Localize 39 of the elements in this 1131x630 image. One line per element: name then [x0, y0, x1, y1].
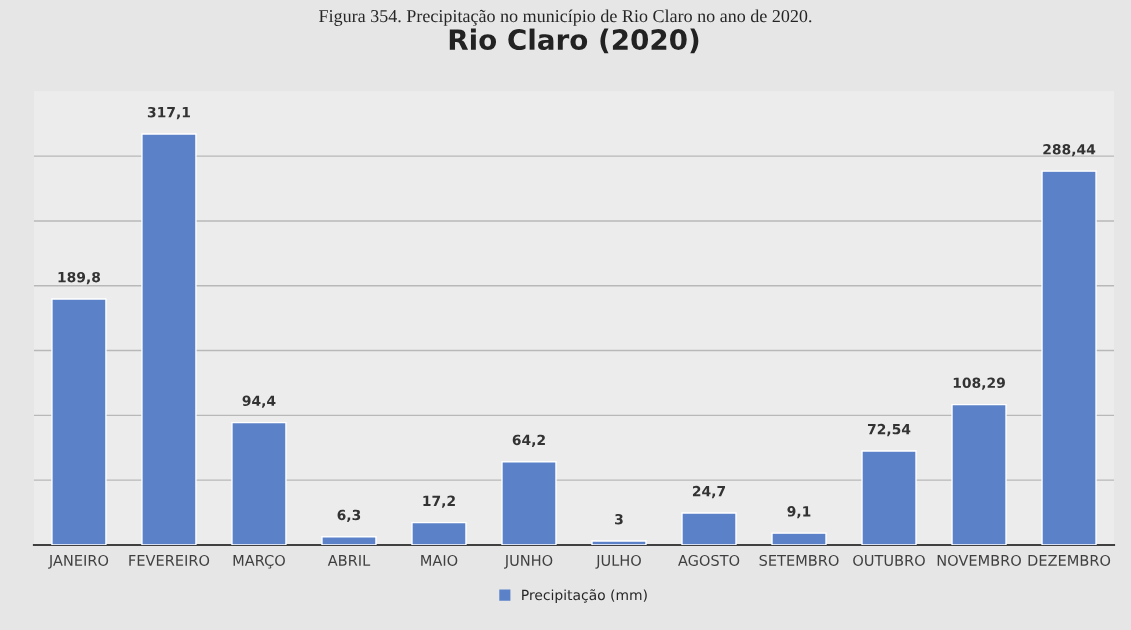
data-label: 108,29 [953, 377, 1005, 390]
x-tick-label: MARÇO [233, 554, 285, 569]
data-label: 317,1 [147, 106, 190, 120]
data-label: 64,2 [512, 434, 545, 447]
bar [681, 512, 737, 545]
bar [951, 403, 1007, 545]
x-tick-label: SETEMBRO [759, 554, 839, 566]
data-label: 9,1 [787, 506, 811, 519]
x-tick-label: MAIO [421, 554, 458, 566]
bar [861, 450, 917, 545]
x-tick-label: JANEIRO [48, 554, 109, 569]
bar [411, 521, 467, 545]
x-tick-label: DEZEMBRO [1028, 554, 1111, 566]
data-label: 189,8 [58, 271, 101, 285]
bar [321, 536, 377, 545]
bar [231, 421, 287, 545]
data-label: 72,54 [867, 423, 911, 437]
data-label: 6,3 [337, 509, 361, 522]
x-tick-label: AGOSTO [678, 554, 740, 566]
bar [591, 540, 647, 545]
bar [141, 133, 197, 545]
data-label: 3 [615, 513, 623, 525]
bar [51, 298, 107, 545]
text: Figura 354. Precipitação no município de Rio Claro no ano de 2020. [319, 9, 812, 26]
data-label: 24,7 [692, 485, 726, 499]
x-tick-label: ABRIL [327, 555, 371, 566]
x-tick-label: OUTUBRO [853, 554, 925, 566]
data-label: 94,4 [242, 395, 276, 408]
bar [1041, 170, 1097, 545]
x-tick-label: NOVEMBRO [937, 554, 1021, 566]
data-label: 288,44 [1043, 144, 1096, 157]
x-tick-label: FEVEREIRO [129, 554, 210, 566]
bar [771, 532, 827, 545]
chart-title: Rio Claro (2020) [449, 28, 699, 54]
x-tick-label: JUNHO [504, 554, 553, 569]
x-tick-label: JULHO [595, 554, 641, 569]
bar [501, 461, 557, 545]
data-label: 17,2 [423, 495, 455, 508]
legend-label: Precipitação (mm) [522, 589, 647, 603]
